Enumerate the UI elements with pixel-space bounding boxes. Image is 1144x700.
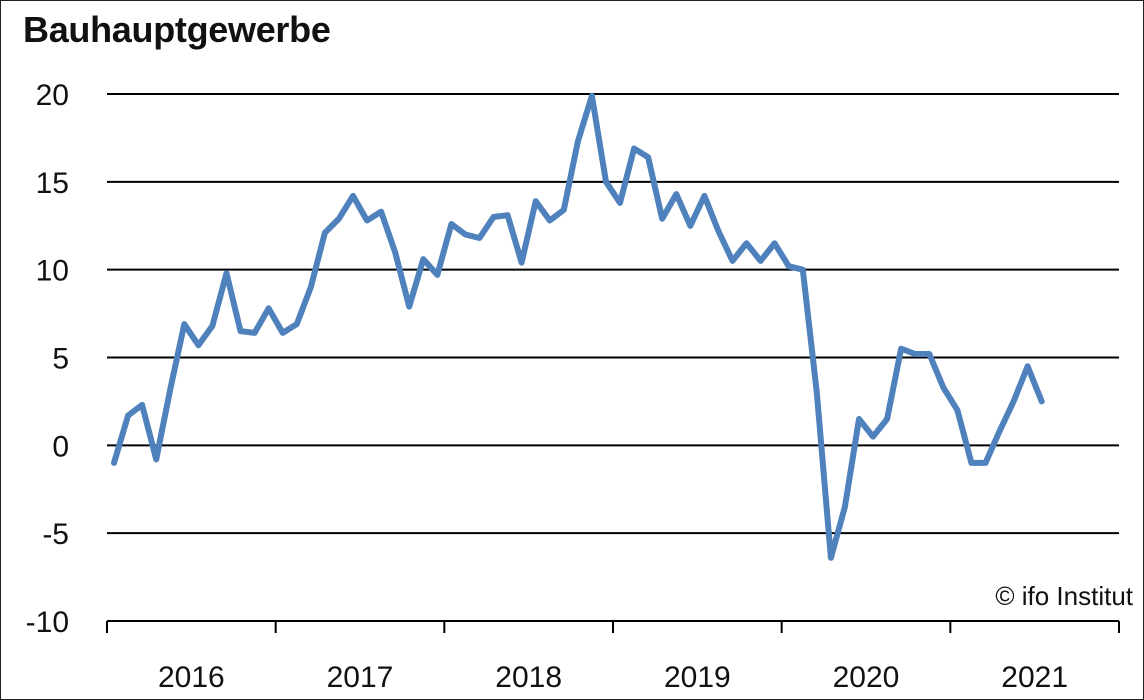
x-tick-label: 2017: [327, 661, 394, 694]
y-tick-label: -10: [26, 606, 69, 639]
y-tick-label: -5: [42, 518, 69, 551]
series-line: [111, 92, 1045, 561]
x-tick-label: 2020: [833, 661, 900, 694]
y-tick-label: 20: [36, 79, 69, 112]
x-tick-label: 2016: [158, 661, 225, 694]
source-note: © ifo Institut: [995, 581, 1133, 611]
y-tick-label: 10: [36, 255, 69, 288]
x-tick-labels: 2016 2017 2018 2019 2020 2021: [158, 661, 1068, 694]
x-axis: [106, 620, 1120, 633]
y-tick-label: 5: [52, 343, 69, 376]
x-tick-label: 2021: [1001, 661, 1068, 694]
y-tick-labels: 20 15 10 5 0 -5 -10: [26, 79, 69, 639]
y-tick-label: 15: [36, 167, 69, 200]
x-tick-label: 2019: [664, 661, 731, 694]
x-tick-label: 2018: [495, 661, 562, 694]
gridlines: [107, 93, 1119, 535]
y-tick-label: 0: [52, 430, 69, 463]
chart-title: Bauhauptgewerbe: [23, 9, 331, 50]
series-layer: [111, 92, 1045, 561]
